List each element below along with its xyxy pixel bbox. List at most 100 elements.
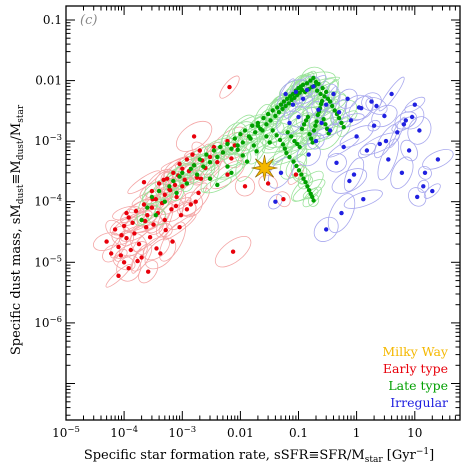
data-point-irregular — [334, 160, 339, 165]
data-point-early — [144, 225, 149, 230]
data-point-early — [154, 246, 159, 251]
data-point-irregular — [401, 122, 407, 127]
data-point-late — [194, 172, 200, 177]
data-point-early — [177, 225, 182, 230]
data-point-irregular — [409, 114, 415, 120]
data-point-late — [299, 172, 304, 177]
data-point-early — [126, 266, 131, 271]
error-ellipse-late — [221, 122, 249, 155]
data-point-irregular — [296, 114, 301, 120]
data-point-late — [229, 170, 234, 175]
data-point-late — [149, 194, 155, 200]
data-point-late — [305, 114, 311, 120]
data-point-late — [323, 122, 328, 127]
error-ellipse-late — [291, 170, 324, 202]
error-ellipse-late — [238, 121, 273, 143]
error-ellipse-irregular — [311, 101, 326, 119]
data-point-irregular — [311, 84, 316, 89]
data-point-early — [165, 176, 170, 181]
error-ellipse-late — [272, 133, 298, 165]
data-point-irregular — [351, 172, 357, 177]
data-point-late — [229, 146, 234, 151]
data-point-early — [207, 154, 213, 160]
data-point-layer — [104, 75, 441, 278]
error-ellipse-irregular — [343, 157, 365, 192]
error-ellipse-late — [279, 143, 308, 180]
data-point-late — [301, 176, 306, 181]
data-point-late — [211, 148, 217, 153]
data-point-late — [339, 120, 344, 126]
data-point-irregular — [386, 157, 391, 162]
data-point-irregular — [422, 170, 428, 175]
data-point-early — [265, 181, 271, 186]
data-point-irregular — [412, 102, 417, 107]
data-point-late — [292, 95, 297, 101]
data-point-late — [306, 188, 312, 193]
data-point-irregular — [348, 118, 354, 123]
data-point-early — [149, 188, 155, 194]
data-point-early — [188, 202, 193, 207]
error-ellipse-irregular — [276, 110, 303, 136]
data-point-late — [341, 125, 346, 130]
data-point-late — [139, 217, 144, 223]
error-ellipse-late — [235, 141, 259, 182]
data-point-late — [294, 163, 299, 169]
error-ellipse-irregular — [343, 189, 383, 209]
data-point-irregular — [395, 130, 400, 135]
error-ellipse-irregular — [296, 142, 321, 167]
error-ellipse-early — [114, 241, 147, 259]
data-point-late — [225, 141, 230, 147]
data-point-early — [178, 213, 184, 218]
error-ellipse-irregular — [377, 138, 400, 181]
legend-entry-milky-way: Milky Way — [382, 344, 449, 359]
y-tick-label: 10−5 — [34, 254, 62, 269]
data-point-early — [156, 181, 162, 186]
milky-way-star — [251, 154, 278, 182]
data-point-late — [240, 140, 245, 145]
data-point-late — [281, 99, 287, 104]
error-ellipse-irregular — [339, 125, 374, 148]
error-ellipse-late — [246, 138, 267, 165]
y-tick-label: 10−4 — [34, 194, 62, 209]
data-point-late — [188, 166, 193, 171]
data-point-irregular — [406, 148, 412, 153]
y-tick-label: 0.01 — [35, 74, 62, 88]
data-point-late — [336, 115, 342, 121]
data-point-late — [248, 136, 253, 141]
data-point-irregular — [383, 138, 389, 144]
data-point-early — [180, 184, 185, 189]
data-point-early — [151, 222, 156, 227]
data-point-late — [156, 188, 162, 194]
error-ellipse-irregular — [422, 149, 454, 170]
data-point-irregular — [293, 89, 299, 95]
data-point-irregular — [339, 210, 344, 216]
data-point-irregular — [389, 91, 394, 97]
data-point-late — [324, 89, 329, 95]
data-point-late — [270, 128, 275, 133]
error-ellipse-irregular — [331, 168, 368, 194]
legend-entry-early-type: Early type — [383, 361, 448, 376]
error-ellipse-early — [276, 191, 291, 208]
error-ellipse-early — [162, 214, 197, 241]
data-point-early — [143, 218, 148, 224]
data-point-irregular — [371, 123, 377, 128]
data-point-late — [264, 122, 269, 127]
data-point-irregular — [430, 188, 435, 194]
error-ellipse-early — [160, 197, 192, 215]
data-point-late — [240, 153, 245, 158]
error-ellipse-irregular — [378, 76, 405, 112]
data-point-early — [173, 203, 179, 209]
data-point-early — [145, 213, 150, 218]
data-point-early — [139, 255, 144, 260]
data-point-early — [190, 152, 195, 157]
error-ellipse-irregular — [365, 97, 388, 115]
error-ellipse-early — [114, 249, 128, 262]
data-point-late — [218, 144, 223, 150]
data-point-early — [172, 182, 178, 188]
error-ellipse-early — [105, 219, 125, 239]
data-point-late — [332, 108, 337, 113]
data-point-early — [119, 233, 124, 238]
data-point-late — [285, 130, 290, 135]
error-ellipse-irregular — [371, 104, 398, 128]
data-point-late — [244, 159, 250, 164]
